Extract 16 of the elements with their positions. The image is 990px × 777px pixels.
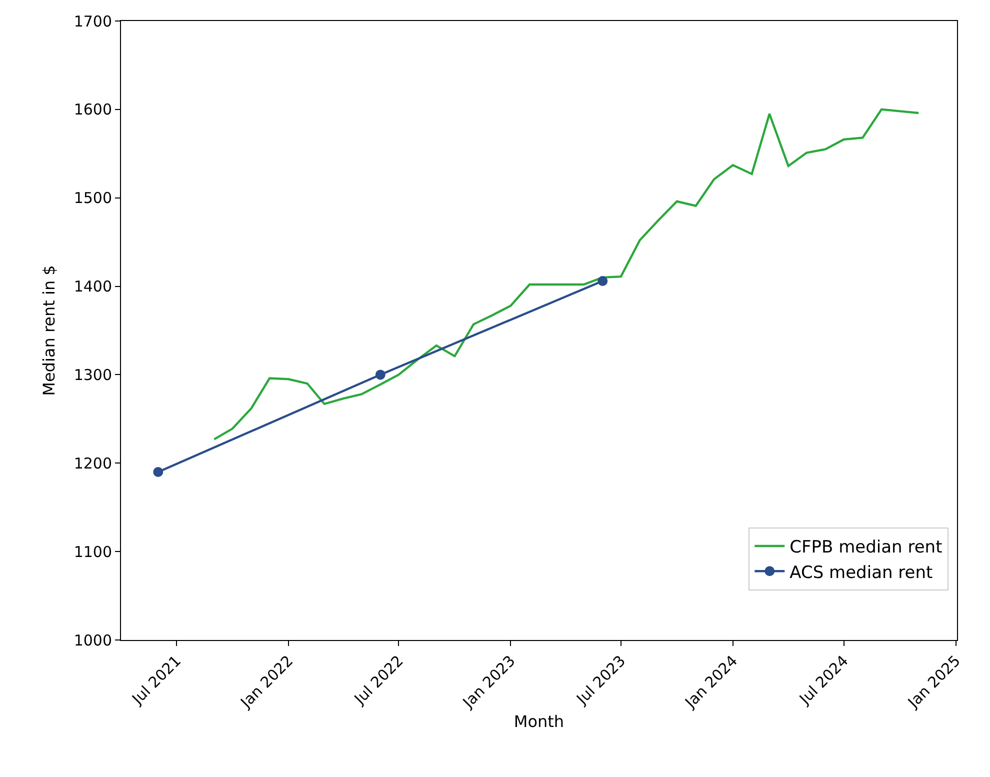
y-tick-label: 1700 bbox=[74, 12, 112, 30]
line-series bbox=[213, 108, 920, 440]
y-axis-title: Median rent in $ bbox=[40, 265, 59, 396]
y-tick-label: 1300 bbox=[74, 366, 112, 384]
y-tick-label: 1100 bbox=[74, 542, 112, 561]
y-tick-label: 1000 bbox=[74, 631, 112, 650]
y-tick-label: 1600 bbox=[74, 100, 112, 119]
x-axis-title: Month bbox=[514, 712, 564, 732]
point bbox=[598, 276, 608, 286]
y-tick-label: 1400 bbox=[74, 278, 112, 296]
point bbox=[375, 370, 386, 380]
y-tick-label: 1200 bbox=[74, 454, 112, 472]
y-tick-label: 1500 bbox=[74, 189, 112, 208]
legend-label: CFPB median rent bbox=[790, 538, 943, 558]
legend-label: ACS median rent bbox=[790, 562, 934, 583]
point bbox=[153, 466, 164, 477]
